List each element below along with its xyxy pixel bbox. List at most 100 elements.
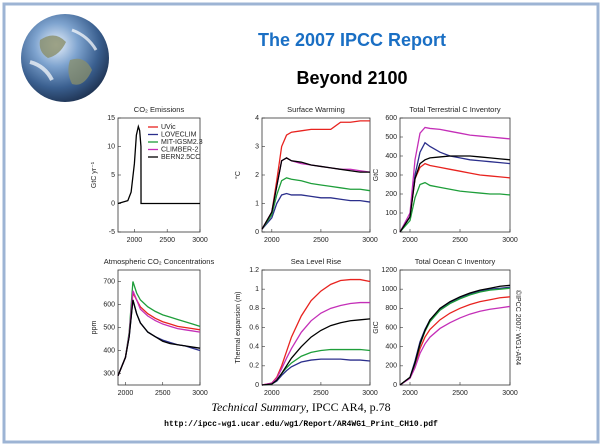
chart-title: Surface Warming [287, 105, 345, 114]
y-tick-label: 1 [255, 286, 259, 293]
x-tick-label: 3000 [362, 390, 378, 397]
y-tick-label: 2 [255, 172, 259, 179]
y-tick-label: 0 [255, 382, 259, 389]
y-tick-label: 1 [255, 200, 259, 207]
source-url: http://ipcc-wg1.ucar.edu/wg1/Report/AR4W… [164, 420, 438, 429]
y-tick-label: 700 [103, 278, 115, 285]
chart-panel: Surface Warming °C 0 1 2 3 4 2000 2500 3000 [234, 105, 378, 244]
chart-panel: Sea Level Rise Thermal expansion (m) 0 0.2 0… [235, 257, 378, 397]
y-tick-label: 500 [103, 324, 115, 331]
x-tick-label: 2500 [313, 237, 329, 244]
x-tick-label: 2000 [264, 390, 280, 397]
y-tick-label: 0.4 [249, 344, 259, 351]
globe-icon [21, 14, 109, 102]
x-tick-label: 2000 [127, 237, 143, 244]
y-tick-label: 3 [255, 143, 259, 150]
y-tick-label: 0.6 [249, 324, 259, 331]
series-line [261, 358, 371, 386]
y-tick-label: 15 [107, 115, 115, 122]
series-line [261, 192, 371, 230]
chart-panel: Atmospheric CO₂ Concentrations ppm 300 400 5… [91, 257, 215, 397]
caption: Technical Summary, IPCC AR4, p.78 [211, 400, 390, 414]
chart-title: CO₂ Emissions [134, 105, 185, 114]
chart-title: Total Terrestrial C Inventory [409, 105, 500, 114]
legend-label: UVic [161, 124, 176, 131]
chart-title: Sea Level Rise [291, 257, 341, 266]
y-tick-label: 500 [385, 134, 397, 141]
x-tick-label: 2000 [264, 237, 280, 244]
y-tick-label: 5 [111, 172, 115, 179]
x-tick-label: 2500 [452, 390, 468, 397]
x-tick-label: 2500 [452, 237, 468, 244]
y-axis-label: °C [234, 171, 242, 179]
y-axis-label: Thermal expansion (m) [235, 292, 242, 364]
chart-panel: Total Terrestrial C Inventory GtC 0 100 200 3… [373, 105, 518, 244]
caption-italic: Technical Summary [211, 400, 306, 414]
slide-title: The 2007 IPCC Report [258, 30, 446, 50]
series-line [399, 305, 511, 386]
y-tick-label: 100 [385, 210, 397, 217]
chart-title: Atmospheric CO₂ Concentrations [104, 257, 215, 266]
series-line [399, 141, 511, 233]
y-axis-label: GtC [373, 321, 380, 333]
y-tick-label: -5 [109, 229, 115, 236]
series-line [261, 318, 371, 386]
y-tick-label: 300 [103, 370, 115, 377]
chart-panel: Total Ocean C Inventory GtC 0 200 400 600 800 1… [373, 257, 522, 397]
y-tick-label: 300 [385, 172, 397, 179]
series-line [117, 299, 201, 377]
y-axis-label: GtC [373, 169, 380, 181]
legend-label: CLIMBER-2 [161, 146, 198, 153]
series-line [261, 120, 370, 230]
series-line [399, 181, 511, 233]
y-tick-label: 600 [385, 115, 397, 122]
y-tick-label: 600 [103, 301, 115, 308]
x-tick-label: 2500 [313, 390, 329, 397]
y-tick-label: 200 [385, 191, 397, 198]
x-tick-label: 2500 [159, 237, 175, 244]
y-tick-label: 0.2 [249, 363, 259, 370]
y-tick-label: 400 [385, 344, 397, 351]
y-tick-label: 0 [393, 382, 397, 389]
y-tick-label: 1000 [381, 286, 397, 293]
chart-panel: CO₂ Emissions GtC yr⁻¹ -5 0 5 10 15 2000 2500 300… [91, 105, 208, 244]
y-axis-label: ppm [91, 321, 98, 335]
legend-label: MIT-IGSM2.3 [161, 139, 203, 146]
legend-label: LOVECLIM [161, 131, 197, 138]
y-tick-label: 0 [255, 229, 259, 236]
x-tick-label: 2000 [118, 390, 134, 397]
slide-subtitle: Beyond 2100 [296, 68, 407, 88]
y-tick-label: 0.8 [249, 305, 259, 312]
x-tick-label: 3000 [502, 237, 518, 244]
legend-label: BERN2.5CC [161, 154, 200, 161]
y-axis-label: GtC yr⁻¹ [91, 161, 98, 188]
x-tick-label: 3000 [192, 390, 208, 397]
y-tick-label: 10 [107, 143, 115, 150]
y-tick-label: 400 [103, 347, 115, 354]
x-tick-label: 3000 [192, 237, 208, 244]
y-tick-label: 1200 [381, 267, 397, 274]
series-line [399, 155, 511, 233]
y-tick-label: 0 [111, 200, 115, 207]
y-tick-label: 400 [385, 153, 397, 160]
x-tick-label: 2000 [402, 390, 418, 397]
series-line [117, 124, 200, 205]
x-tick-label: 3000 [362, 237, 378, 244]
y-tick-label: 800 [385, 305, 397, 312]
chart-title: Total Ocean C Inventory [415, 257, 496, 266]
y-tick-label: 1.2 [249, 267, 259, 274]
y-tick-label: 0 [393, 229, 397, 236]
y-tick-label: 200 [385, 363, 397, 370]
caption-rest: , IPCC AR4, p.78 [306, 400, 391, 414]
y-tick-label: 4 [255, 115, 259, 122]
series-line [399, 126, 511, 233]
series-line [261, 157, 370, 230]
x-tick-label: 2500 [155, 390, 171, 397]
series-line [399, 284, 511, 386]
watermark: ©IPCC 2007: WG1-AR4 [514, 290, 522, 365]
series-line [261, 301, 370, 386]
x-tick-label: 3000 [502, 390, 518, 397]
series-line [261, 177, 371, 230]
